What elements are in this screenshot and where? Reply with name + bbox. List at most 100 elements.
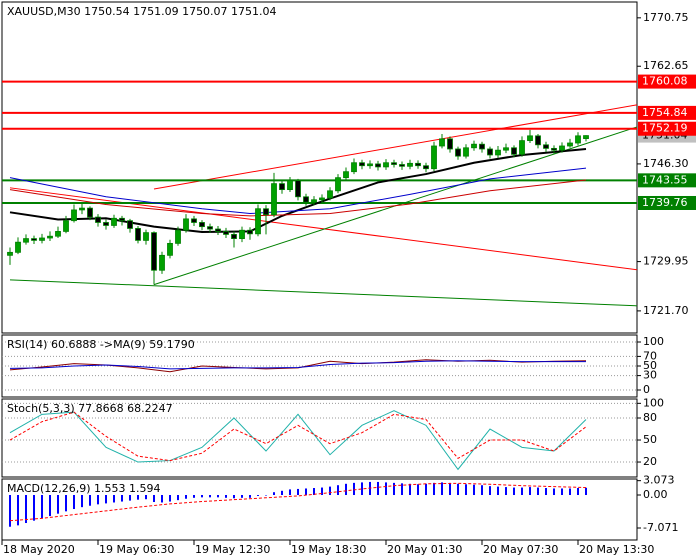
y-tick-label: 20 [643,455,657,468]
histogram-bar [217,495,219,498]
histogram-bar [265,495,267,496]
candle-body [343,171,349,179]
histogram-bar [433,482,435,496]
y-tick-label: 1729.95 [643,255,689,268]
candle-body [375,163,381,168]
candle-body [479,143,485,150]
candle-body [471,143,477,149]
x-tick-label: 20 May 01:30 [387,543,462,556]
candle-body [87,207,93,218]
candle-body [271,183,277,216]
histogram-bar [249,495,251,498]
candle-body [535,135,541,146]
histogram-bar [481,485,483,496]
histogram-bar [545,488,547,496]
candle-body [215,228,221,232]
trendline [153,143,587,286]
candle-body [455,148,461,157]
histogram-bar [313,488,315,496]
level-label: 1760.08 [642,75,688,88]
price-label-box [638,173,696,188]
histogram-bar [41,495,43,519]
histogram-bar [497,486,499,496]
y-tick-label: 0.00 [643,488,668,501]
candle-body [167,242,173,256]
candle-body [183,218,189,231]
histogram-bar [361,482,363,496]
histogram-bar [577,488,579,496]
indicator-line [9,167,587,215]
candle-body [311,199,317,203]
candle-body [111,217,117,226]
candle-body [175,229,181,244]
histogram-bar [161,495,163,503]
candle-body [303,196,309,203]
histogram-bar [401,483,403,496]
candle-body [383,162,389,168]
histogram-bar [513,487,515,496]
histogram-bar [201,495,203,498]
candle-body [399,164,405,167]
x-tick-label: 20 May 07:30 [483,543,558,556]
trendline-extension [585,126,638,145]
histogram-bar [465,484,467,496]
histogram-bar [305,488,307,496]
histogram-bar [297,488,299,496]
trendline-extension [585,303,638,307]
candle-body [135,228,141,241]
histogram-bar [89,495,91,506]
candle-body [295,180,301,198]
y-tick-label: -7.071 [643,521,678,534]
level-label: 1754.84 [642,106,688,119]
candle-body [151,232,157,271]
histogram-bar [73,495,75,510]
candle-body [23,238,29,243]
histogram-bar [65,495,67,512]
x-tick-label: 19 May 06:30 [99,543,174,556]
candle-body [495,149,501,156]
price-label-box [638,121,696,136]
trendline [9,187,587,264]
histogram-bar [441,482,443,496]
x-tick-label: 19 May 12:30 [195,543,270,556]
histogram-bar [281,490,283,496]
histogram-bar [569,488,571,496]
level-label: 1752.19 [642,122,688,135]
trendline [9,279,587,305]
histogram-bar [169,495,171,502]
histogram-bar [57,495,59,514]
histogram-bar [33,495,35,521]
candle-body [7,251,13,256]
panel-frame [1,1,638,334]
candle-body [319,197,325,201]
histogram-bar [449,482,451,496]
candle-body [63,220,69,232]
candle-body [263,208,269,216]
candle-body [567,142,573,147]
histogram-bar [537,487,539,496]
candle-body [15,241,21,253]
histogram-bar [129,495,131,501]
histogram-bar [121,495,123,502]
indicator-line [9,179,587,217]
trendline-extension [585,262,638,271]
indicator-line [9,410,587,471]
histogram-bar [49,495,51,517]
histogram-bar [137,495,139,500]
candle-body [543,144,549,149]
candle-body [583,135,589,139]
histogram-bar [553,488,555,496]
y-tick-label: 50 [643,359,657,372]
candle-body [527,135,533,142]
histogram-bar [177,495,179,501]
histogram-bar [193,495,195,498]
candle-body [415,162,421,167]
y-tick-label: 1762.65 [643,59,689,72]
candle-body [423,165,429,170]
histogram-bar [585,487,587,496]
histogram-bar [377,481,379,496]
candle-body [391,162,397,165]
histogram-bar [209,495,211,498]
candle-body [127,220,133,229]
candle-body [119,217,125,222]
